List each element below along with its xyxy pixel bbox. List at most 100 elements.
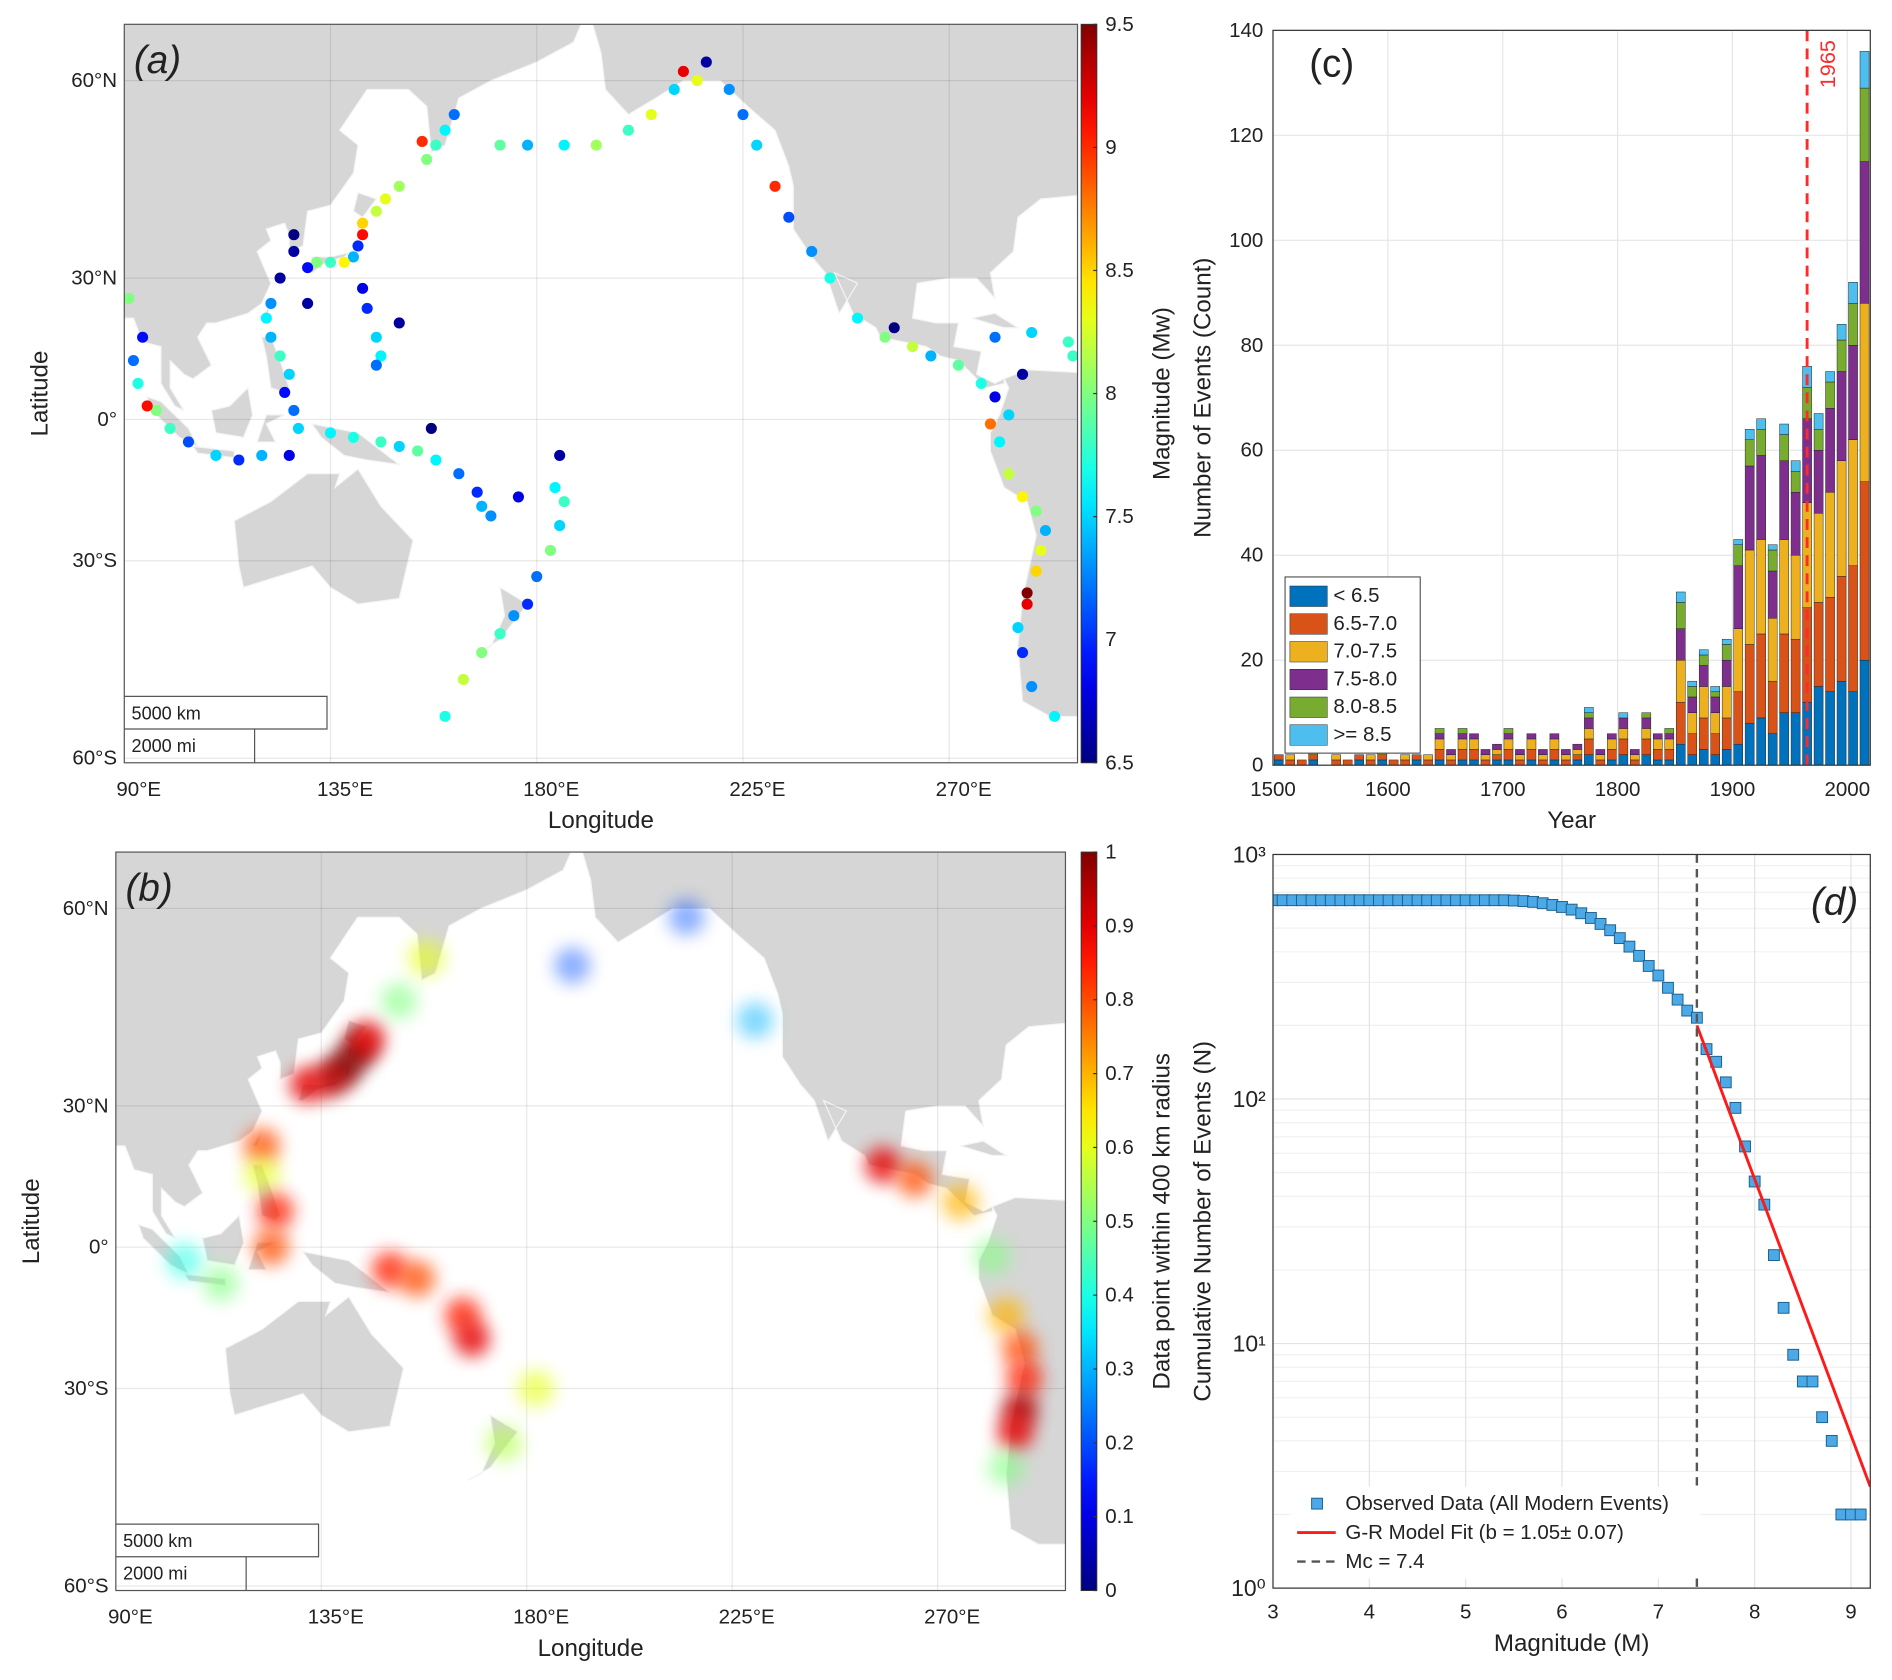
y-tick-label: 60°N bbox=[63, 897, 109, 920]
event-point bbox=[357, 282, 369, 294]
event-point bbox=[975, 377, 987, 389]
bar-segment bbox=[1630, 749, 1640, 755]
bar-segment bbox=[1756, 633, 1766, 719]
land bbox=[256, 414, 285, 443]
y-tick-label: 30°S bbox=[72, 549, 117, 572]
bar-segment bbox=[1618, 717, 1629, 729]
y-tick-label: 10³ bbox=[1233, 841, 1266, 867]
y-tick-label: 100 bbox=[1229, 229, 1263, 252]
bar-segment bbox=[1848, 282, 1858, 304]
bar-segment bbox=[1721, 638, 1732, 645]
bar-segment bbox=[1584, 717, 1594, 729]
bar-segment bbox=[1354, 759, 1364, 766]
bar-segment bbox=[1756, 418, 1766, 430]
bar-segment bbox=[1721, 717, 1732, 750]
event-point bbox=[590, 139, 602, 151]
bar-segment bbox=[1308, 759, 1318, 766]
frame bbox=[1272, 29, 1871, 766]
event-point bbox=[824, 272, 836, 284]
event-point bbox=[984, 418, 996, 430]
bar-segment bbox=[1526, 738, 1537, 750]
event-point bbox=[453, 468, 465, 480]
y-tick-label: 60 bbox=[1241, 439, 1264, 462]
event-point bbox=[1021, 587, 1033, 599]
y-tick-label: 10² bbox=[1233, 1086, 1266, 1112]
colorbar-tick-label: 7 bbox=[1105, 628, 1116, 651]
y-axis-label: Latitude bbox=[26, 351, 53, 437]
event-point bbox=[379, 193, 392, 205]
bar-segment bbox=[1480, 749, 1491, 755]
bar-segment bbox=[1721, 644, 1732, 661]
bar-segment bbox=[1825, 596, 1835, 692]
panel-label: (c) bbox=[1309, 43, 1354, 86]
density-blob bbox=[736, 1002, 774, 1039]
bar-segment bbox=[1744, 465, 1755, 551]
bar-segment bbox=[1825, 408, 1835, 493]
x-tick-label: 7 bbox=[1653, 1601, 1664, 1624]
bar-segment bbox=[1411, 754, 1422, 761]
bar-segment bbox=[1273, 759, 1284, 766]
bar-segment bbox=[1434, 728, 1445, 734]
scale-bar bbox=[124, 695, 328, 763]
legend-swatch bbox=[1289, 613, 1328, 635]
bar-segment bbox=[1584, 738, 1594, 755]
event-point bbox=[1049, 710, 1061, 722]
bar-segment bbox=[1607, 733, 1617, 740]
bar-segment bbox=[1607, 738, 1617, 750]
data-point bbox=[1825, 1434, 1838, 1447]
data-point bbox=[1681, 1004, 1694, 1017]
data-point bbox=[1584, 912, 1597, 924]
bar-segment bbox=[1434, 733, 1445, 740]
bar-segment bbox=[1331, 754, 1341, 761]
event-point bbox=[265, 331, 277, 343]
colorbar-label: Magnitude (Mw) bbox=[1148, 307, 1175, 480]
bar-segment bbox=[1859, 161, 1870, 304]
event-point bbox=[233, 454, 245, 466]
y-tick-label: 30°N bbox=[63, 1094, 109, 1117]
event-point bbox=[370, 359, 382, 371]
data-point bbox=[1594, 918, 1607, 930]
bar-segment bbox=[1584, 707, 1594, 713]
event-point bbox=[994, 436, 1006, 448]
bar-segment bbox=[1423, 754, 1433, 761]
event-point bbox=[737, 108, 749, 121]
bar-segment bbox=[1515, 754, 1525, 761]
bar-segment bbox=[1790, 554, 1801, 640]
y-tick-label: 10¹ bbox=[1233, 1331, 1266, 1357]
bar-segment bbox=[1813, 513, 1824, 603]
bar-segment bbox=[1813, 450, 1824, 514]
bar-segment bbox=[1400, 754, 1410, 761]
density-blob bbox=[942, 1183, 979, 1221]
bar-segment bbox=[1607, 759, 1617, 766]
land bbox=[201, 1214, 245, 1266]
event-point bbox=[430, 139, 442, 151]
bar-segment bbox=[1618, 754, 1629, 766]
bar-segment bbox=[1469, 738, 1479, 750]
bar-segment bbox=[1400, 759, 1410, 766]
bar-segment bbox=[1434, 738, 1445, 750]
colorbar-tick-label: 0.9 bbox=[1105, 914, 1134, 937]
bar-segment bbox=[1503, 759, 1514, 766]
bar-segment bbox=[1675, 628, 1686, 661]
event-point bbox=[645, 108, 657, 121]
y-tick-label: 0° bbox=[89, 1236, 109, 1259]
bar-segment bbox=[1526, 749, 1537, 761]
event-point bbox=[512, 491, 524, 503]
event-point bbox=[347, 431, 359, 443]
event-point bbox=[393, 440, 405, 452]
bar-segment bbox=[1710, 754, 1720, 766]
event-point bbox=[989, 331, 1001, 343]
bar-segment bbox=[1377, 754, 1387, 761]
bar-segment bbox=[1549, 738, 1560, 750]
colorbar-tick-label: 9 bbox=[1105, 136, 1116, 159]
bar-segment bbox=[1825, 691, 1835, 766]
bar-segment bbox=[1756, 455, 1766, 540]
bar-segment bbox=[1859, 87, 1870, 162]
legend-swatch bbox=[1289, 641, 1328, 663]
bar-segment bbox=[1767, 549, 1778, 572]
event-point bbox=[485, 510, 497, 522]
event-point bbox=[256, 449, 268, 462]
event-point bbox=[508, 610, 520, 622]
scale-bar bbox=[115, 1523, 320, 1591]
event-point bbox=[1026, 326, 1038, 339]
